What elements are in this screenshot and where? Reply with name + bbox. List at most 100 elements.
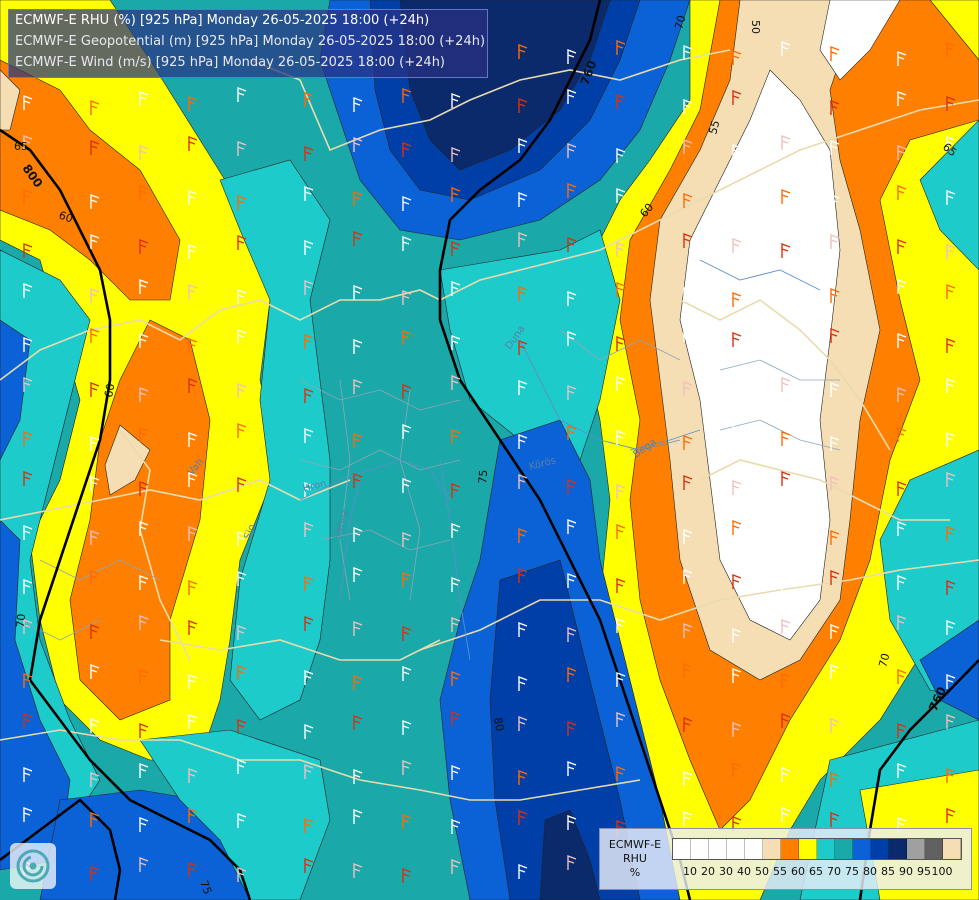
rhu-region-right-cyan-top [919,119,979,271]
legend-swatch [907,839,925,859]
wind-barb [897,668,907,684]
wind-barb [946,767,956,783]
legend-tick-label: 20 [701,865,715,878]
legend-tick-label: 60 [791,865,805,878]
wind-barb [23,578,33,594]
wind-barb [237,530,247,546]
wind-barb [897,480,907,496]
wind-barb [946,283,956,299]
wind-barb [23,242,33,258]
wind-barb [304,427,314,443]
wind-barb [567,142,577,158]
wind-barb [946,337,956,353]
wind-barb [451,186,461,202]
wind-barb [90,327,100,343]
wind-barb [616,429,626,445]
wind-barb [304,279,314,295]
wind-barb [732,573,742,589]
wind-barb [139,668,149,684]
wind-barb [567,48,577,64]
wind-barb [781,282,791,298]
wind-barb [188,135,198,151]
wind-barb [304,387,314,403]
wind-barb [139,426,149,442]
wind-barb [830,529,840,545]
wind-barb [946,673,956,689]
wind-barb [897,722,907,738]
wind-barb [353,432,363,448]
wind-barb [139,144,149,160]
contour-label: 70 [14,613,28,628]
wind-barb [23,672,33,688]
wind-barb [683,568,693,584]
wind-barb [90,569,100,585]
wind-barb [732,761,742,777]
wind-barb [732,143,742,159]
wind-barb [897,386,907,402]
wind-barb [616,281,626,297]
wind-barb [402,813,412,829]
wind-barb [451,858,461,874]
contour-label: 65 [14,140,28,153]
wind-barb [897,426,907,442]
wind-barb [188,95,198,111]
wind-barb [567,854,577,870]
wind-barb [830,435,840,451]
wind-barb [90,381,100,397]
rhu-region-center-cyan [439,229,621,461]
wind-barb [518,527,528,543]
wind-barb [830,771,840,787]
wind-barb [781,470,791,486]
wind-barb [518,769,528,785]
wind-barb [830,193,840,209]
wind-barb [237,422,247,438]
wind-barb [90,529,100,545]
wind-barb [139,332,149,348]
wind-barb [567,760,577,776]
wind-barb [353,338,363,354]
wind-barb [90,233,100,249]
wind-barb [946,41,956,57]
wind-barb [518,97,528,113]
wind-barb [946,471,956,487]
wind-barb [683,286,693,302]
wind-barb [451,428,461,444]
wind-barb [451,280,461,296]
legend-swatch [799,839,817,859]
wind-barb [451,374,461,390]
wind-barb [237,234,247,250]
wind-barb [451,334,461,350]
wind-barb [732,89,742,105]
wind-barb [353,808,363,824]
wind-barb [616,765,626,781]
legend-colorbar [672,838,962,860]
wind-barb [683,474,693,490]
wind-barb [139,856,149,872]
region-borders [19,329,841,641]
wind-barb [188,525,198,541]
wind-barb [518,567,528,583]
wind-barb [402,625,412,641]
wind-barb [830,233,840,249]
ecmwf-logo-icon [10,843,56,889]
country-borders [0,49,979,801]
legend-tick-label: 30 [719,865,733,878]
wind-barb [732,721,742,737]
wind-barb [188,189,198,205]
wind-barb [451,92,461,108]
wind-barb [23,712,33,728]
wind-barb [518,863,528,879]
wind-barb [616,523,626,539]
wind-barb [781,578,791,594]
wind-barb [567,236,577,252]
wind-barb [830,45,840,61]
wind-barb [451,240,461,256]
wind-barb [402,571,412,587]
wind-barb [683,98,693,114]
wind-barb [90,717,100,733]
wind-barb [353,526,363,542]
wind-barb [451,522,461,538]
wind-barb [567,626,577,642]
wind-barb [732,385,742,401]
wind-barb [897,614,907,630]
